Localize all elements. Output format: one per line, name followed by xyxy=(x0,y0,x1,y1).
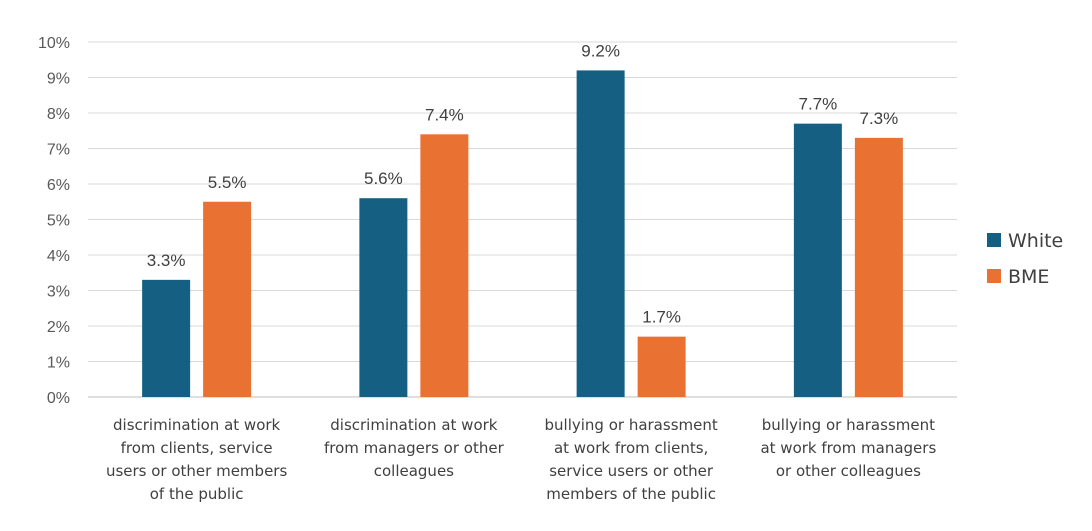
y-tick-label: 0% xyxy=(47,390,70,407)
y-tick-label: 7% xyxy=(47,142,70,159)
x-category-label: users or other members xyxy=(106,462,288,480)
x-category-label: of the public xyxy=(150,485,244,503)
y-tick-label: 10% xyxy=(38,35,70,52)
x-category-label: at work from managers xyxy=(760,439,936,457)
data-label: 1.7% xyxy=(642,308,681,327)
x-category-label: discrimination at work xyxy=(113,416,281,434)
legend-swatch-white xyxy=(987,233,1001,247)
data-label: 7.4% xyxy=(425,105,464,124)
y-tick-label: 3% xyxy=(47,284,70,301)
bar-white-4 xyxy=(793,123,842,398)
bar-bme-2 xyxy=(420,134,469,398)
x-category-label: bullying or harassment xyxy=(545,416,718,434)
data-labels: 3.3% 5.5% 5.6% 7.4% 9.2% 1.7% 7.7% 7.3% xyxy=(147,41,899,326)
bar-white-2 xyxy=(359,198,408,397)
x-category-label: colleagues xyxy=(374,462,454,480)
y-tick-label: 8% xyxy=(47,106,70,123)
data-label: 9.2% xyxy=(581,41,620,60)
data-label: 3.3% xyxy=(147,251,186,270)
bar-bme-4 xyxy=(854,137,903,397)
bar-bme-1 xyxy=(203,201,252,397)
y-tick-label: 9% xyxy=(47,71,70,88)
y-tick-label: 5% xyxy=(47,213,70,230)
x-category-label: or other colleagues xyxy=(776,462,921,480)
y-tick-label: 4% xyxy=(47,248,70,265)
y-tick-label: 1% xyxy=(47,355,70,372)
legend-swatch-bme xyxy=(987,269,1001,283)
x-category-label: members of the public xyxy=(546,485,716,503)
bar-white-3 xyxy=(576,70,625,398)
legend: White BME xyxy=(987,230,1063,288)
legend-label: White xyxy=(1008,230,1063,252)
y-tick-label: 6% xyxy=(47,177,70,194)
bar-bme-3 xyxy=(637,336,686,397)
y-tick-label: 2% xyxy=(47,319,70,336)
x-category-label: service users or other xyxy=(549,462,714,480)
y-axis-ticks: 0% 1% 2% 3% 4% 5% 6% 7% 8% 9% 10% xyxy=(38,35,70,407)
bar-white-1 xyxy=(142,279,191,397)
data-label: 5.5% xyxy=(208,173,247,192)
x-category-label: from clients, service xyxy=(121,439,273,457)
x-category-label: from managers or other xyxy=(324,439,505,457)
x-category-label: at work from clients, xyxy=(554,439,708,457)
data-label: 7.7% xyxy=(799,95,838,114)
x-axis-categories: discrimination at work from clients, serv… xyxy=(106,416,937,503)
legend-label: BME xyxy=(1008,266,1049,288)
data-label: 5.6% xyxy=(364,169,403,188)
x-category-label: bullying or harassment xyxy=(762,416,935,434)
x-category-label: discrimination at work xyxy=(330,416,498,434)
data-label: 7.3% xyxy=(860,109,899,128)
bars xyxy=(142,70,903,398)
